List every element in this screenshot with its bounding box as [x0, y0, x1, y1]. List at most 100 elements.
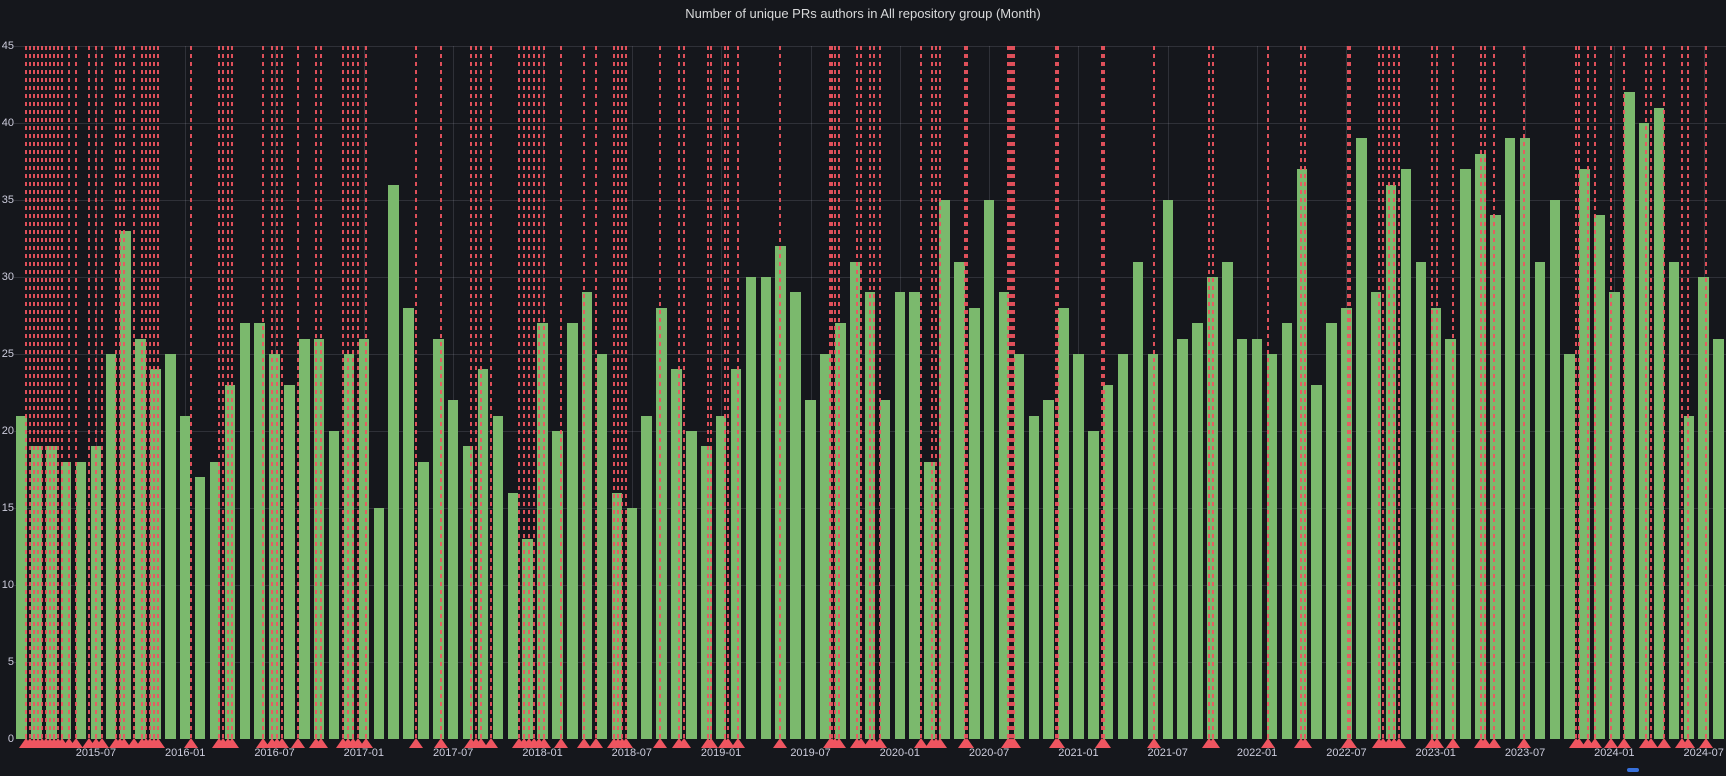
annotation-line[interactable]: [415, 46, 417, 739]
annotation-marker[interactable]: [151, 738, 165, 748]
annotation-marker[interactable]: [1446, 738, 1460, 748]
annotation-marker[interactable]: [1657, 738, 1671, 748]
annotation-line[interactable]: [1347, 46, 1349, 739]
bar[interactable]: [1534, 261, 1546, 739]
bar[interactable]: [1370, 292, 1382, 739]
annotation-line[interactable]: [123, 46, 125, 739]
bar[interactable]: [135, 338, 146, 739]
annotation-line[interactable]: [1431, 46, 1433, 739]
annotation-marker[interactable]: [1097, 738, 1111, 748]
annotation-marker[interactable]: [1588, 738, 1602, 748]
annotation-line[interactable]: [625, 46, 627, 739]
bar[interactable]: [522, 538, 533, 739]
annotation-line[interactable]: [560, 46, 562, 739]
annotation-line[interactable]: [1610, 46, 1612, 739]
bar[interactable]: [209, 461, 221, 739]
annotation-marker[interactable]: [1261, 738, 1275, 748]
bar[interactable]: [790, 292, 801, 739]
annotation-marker[interactable]: [914, 738, 928, 748]
annotation-line[interactable]: [727, 46, 729, 739]
annotation-line[interactable]: [33, 46, 35, 739]
bar[interactable]: [224, 384, 236, 739]
annotation-marker[interactable]: [1051, 738, 1065, 748]
annotation-line[interactable]: [475, 46, 477, 739]
bar[interactable]: [165, 354, 176, 739]
annotation-line[interactable]: [342, 46, 344, 739]
annotation-line[interactable]: [1013, 46, 1015, 739]
bar[interactable]: [313, 338, 325, 739]
annotation-line[interactable]: [528, 46, 530, 739]
bar[interactable]: [954, 261, 965, 739]
bar[interactable]: [611, 492, 623, 739]
bar[interactable]: [998, 292, 1010, 739]
annotation-line[interactable]: [61, 46, 63, 739]
bar[interactable]: [120, 230, 131, 739]
bar[interactable]: [328, 431, 340, 739]
bar[interactable]: [1490, 215, 1501, 739]
annotation-line[interactable]: [1705, 46, 1707, 739]
annotation-marker[interactable]: [1298, 738, 1312, 748]
bar[interactable]: [358, 338, 370, 739]
bar[interactable]: [31, 446, 42, 739]
annotation-line[interactable]: [1587, 46, 1589, 739]
annotation-line[interactable]: [315, 46, 317, 739]
annotation-marker[interactable]: [832, 738, 846, 748]
bar[interactable]: [1356, 138, 1367, 739]
annotation-line[interactable]: [357, 46, 359, 739]
bar[interactable]: [447, 400, 459, 739]
annotation-line[interactable]: [920, 46, 922, 739]
annotation-line[interactable]: [838, 46, 840, 739]
annotation-line[interactable]: [227, 46, 229, 739]
bar[interactable]: [626, 508, 638, 739]
annotation-line[interactable]: [470, 46, 472, 739]
annotation-line[interactable]: [1300, 46, 1302, 739]
bar[interactable]: [1713, 338, 1724, 739]
bar[interactable]: [1088, 431, 1099, 739]
annotation-line[interactable]: [1208, 46, 1210, 739]
annotation-line[interactable]: [710, 46, 712, 739]
annotation-line[interactable]: [218, 46, 220, 739]
annotation-line[interactable]: [1594, 46, 1596, 739]
bar[interactable]: [373, 508, 384, 739]
bar[interactable]: [849, 261, 861, 739]
annotation-line[interactable]: [1578, 46, 1580, 739]
bar[interactable]: [1102, 384, 1114, 739]
bar[interactable]: [299, 338, 310, 739]
bar[interactable]: [179, 415, 191, 739]
annotation-marker[interactable]: [1617, 738, 1631, 748]
annotation-marker[interactable]: [1699, 738, 1713, 748]
bar[interactable]: [1192, 323, 1203, 739]
annotation-line[interactable]: [617, 46, 619, 739]
bar[interactable]: [1668, 261, 1680, 739]
bar[interactable]: [1430, 307, 1441, 739]
annotation-marker[interactable]: [1392, 738, 1406, 748]
annotation-line[interactable]: [931, 46, 933, 739]
bar[interactable]: [1594, 215, 1605, 739]
bar[interactable]: [894, 292, 905, 739]
annotation-line[interactable]: [831, 46, 833, 739]
annotation-marker[interactable]: [474, 738, 488, 748]
annotation-line[interactable]: [829, 46, 831, 739]
annotation-marker[interactable]: [69, 738, 83, 748]
bar[interactable]: [150, 369, 161, 739]
bar[interactable]: [1564, 354, 1575, 739]
bar[interactable]: [596, 354, 608, 739]
annotation-line[interactable]: [25, 46, 27, 739]
annotation-marker[interactable]: [1572, 738, 1586, 748]
bar[interactable]: [1162, 200, 1173, 739]
annotation-line[interactable]: [115, 46, 117, 739]
annotation-marker[interactable]: [409, 738, 423, 748]
bar[interactable]: [1519, 138, 1531, 739]
bar[interactable]: [805, 400, 816, 739]
annotation-line[interactable]: [621, 46, 623, 739]
annotation-marker[interactable]: [537, 738, 551, 748]
annotation-marker[interactable]: [721, 738, 735, 748]
bar[interactable]: [1326, 323, 1337, 739]
annotation-line[interactable]: [860, 46, 862, 739]
annotation-marker[interactable]: [117, 738, 131, 748]
bar[interactable]: [656, 307, 667, 739]
annotation-line[interactable]: [153, 46, 155, 739]
bar[interactable]: [194, 477, 206, 739]
annotation-line[interactable]: [1304, 46, 1306, 739]
annotation-line[interactable]: [149, 46, 151, 739]
